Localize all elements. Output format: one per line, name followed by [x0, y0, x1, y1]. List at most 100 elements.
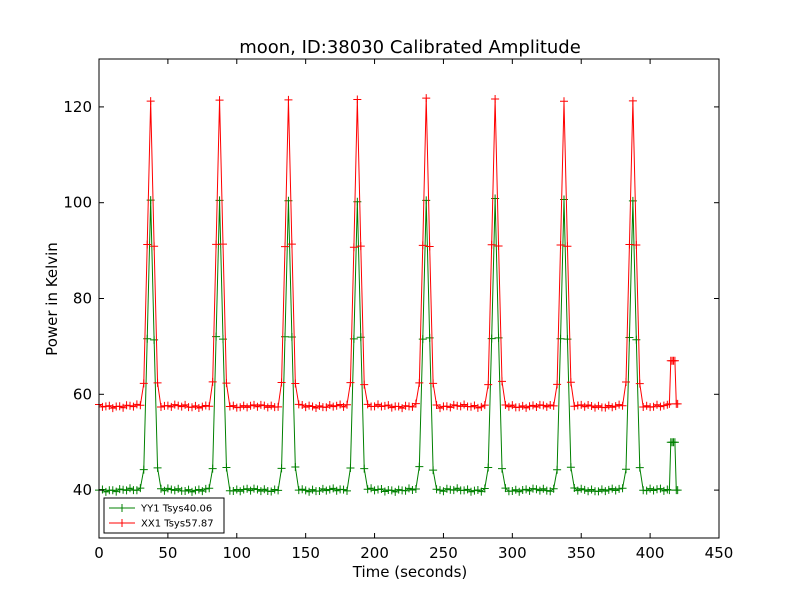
series-1-point-135	[560, 97, 568, 106]
series-0-point-26	[184, 485, 193, 494]
series-0-point-123	[518, 486, 527, 495]
series-1-point-31	[201, 401, 210, 410]
series-1-point-136	[563, 242, 572, 251]
y-tick-label-1: 60	[73, 385, 92, 403]
series-1-point-93	[415, 378, 424, 387]
series-1-point-46	[253, 402, 262, 411]
series-0-point-147	[601, 487, 610, 496]
series-1-point-151	[615, 400, 624, 409]
series-1-point-29	[194, 403, 203, 412]
series-1-point-115	[491, 94, 500, 103]
chart-title: moon, ID:38030 Calibrated Amplitude	[239, 37, 581, 58]
series-0-point-69	[332, 486, 341, 495]
series-1-point-78	[363, 400, 372, 409]
ticks-layer: 0 50 100 150 200 250 300 350 400 450 40 60 80 100 120	[63, 59, 733, 562]
x-tick-label-6: 300	[498, 544, 527, 562]
series-0-point-65	[318, 484, 327, 493]
x-tick-label-1: 50	[158, 544, 177, 562]
series-0-point-133	[553, 465, 562, 474]
series-0-point-125	[525, 486, 534, 495]
series-1-point-152	[618, 401, 627, 410]
series-0-point-150	[611, 486, 620, 495]
series-0-point-157	[635, 463, 644, 472]
series-1-point-38	[225, 402, 234, 411]
series-1-point-28	[191, 401, 200, 410]
series-1-point-54	[281, 242, 289, 251]
series-0-point-60	[301, 486, 310, 495]
series-1-point-48	[260, 401, 269, 410]
series-1-point-110	[473, 403, 482, 412]
series-0-point-62	[308, 485, 317, 494]
series-0-point-111	[477, 487, 486, 496]
series-1-point-104	[453, 401, 462, 410]
x-tick-label-5: 250	[429, 544, 458, 562]
series-0-point-80	[370, 486, 379, 495]
series-1-point-69	[332, 401, 341, 410]
series-0-point-13	[139, 465, 148, 474]
series-1-point-72	[343, 400, 351, 409]
series-1-point-30	[198, 402, 207, 411]
series-1-point-147	[601, 403, 610, 412]
x-tick-label-4: 200	[360, 544, 389, 562]
series-0-point-71	[339, 485, 348, 494]
series-1-point-90	[405, 402, 413, 411]
series-1-point-103	[449, 400, 458, 409]
series-0-point-166	[665, 486, 674, 495]
series-0-point-162	[653, 485, 661, 494]
series-1-point-45	[250, 400, 258, 409]
series-1-point-129	[539, 401, 548, 410]
series-1-point-8	[122, 401, 131, 410]
series-0-point-66	[322, 486, 331, 495]
series-0-point-4	[108, 486, 117, 495]
series-1-point-32	[205, 402, 214, 411]
series-0-point-146	[597, 485, 606, 494]
series-0-point-42	[239, 485, 248, 494]
series-1-point-11	[132, 400, 141, 409]
series-0-point-161	[649, 486, 658, 495]
series-0-point-104	[453, 484, 462, 493]
series-0-point-159	[642, 486, 651, 495]
series-markers-0	[95, 194, 682, 496]
series-1-point-49	[263, 403, 272, 412]
series-1-point-142	[584, 400, 593, 409]
series-1-point-144	[591, 403, 599, 412]
series-1-point-13	[139, 379, 148, 388]
series-0-point-91	[408, 486, 417, 495]
series-0-point-97	[429, 466, 438, 475]
series-1-point-57	[291, 379, 300, 388]
series-1-point-85	[387, 403, 396, 412]
series-0-point-31	[201, 484, 210, 493]
series-0-point-149	[608, 484, 617, 493]
series-1-point-119	[504, 402, 513, 411]
x-tick-label-8: 400	[636, 544, 665, 562]
series-1-point-77	[360, 380, 369, 389]
series-0-point-30	[198, 487, 207, 496]
series-1-point-157	[635, 379, 644, 388]
series-1-point-16	[150, 242, 159, 251]
series-1-point-117	[498, 377, 506, 386]
series-0-point-151	[615, 484, 624, 493]
series-1-point-156	[632, 240, 641, 249]
series-1-point-18	[157, 403, 165, 412]
series-0-point-33	[208, 464, 217, 473]
series-1-point-71	[339, 402, 348, 411]
series-0-point-172	[673, 486, 682, 495]
series-0-point-32	[205, 484, 214, 493]
series-0-point-121	[511, 485, 520, 494]
series-0-point-51	[270, 485, 279, 494]
series-0-point-2	[101, 487, 110, 496]
series-1-point-34	[212, 240, 221, 249]
series-1-point-153	[622, 378, 630, 387]
series-0-point-141	[580, 485, 589, 494]
series-0-point-27	[188, 487, 196, 496]
series-1-point-47	[256, 400, 265, 409]
series-0-point-28	[191, 486, 200, 495]
series-0-point-45	[250, 484, 258, 493]
series-1-point-67	[325, 400, 334, 409]
series-0-point-39	[229, 487, 238, 496]
series-0-point-29	[194, 485, 203, 494]
series-1-point-134	[556, 241, 565, 250]
series-1-point-37	[222, 379, 231, 388]
series-0-point-44	[246, 486, 255, 495]
series-1-point-101	[442, 402, 451, 411]
